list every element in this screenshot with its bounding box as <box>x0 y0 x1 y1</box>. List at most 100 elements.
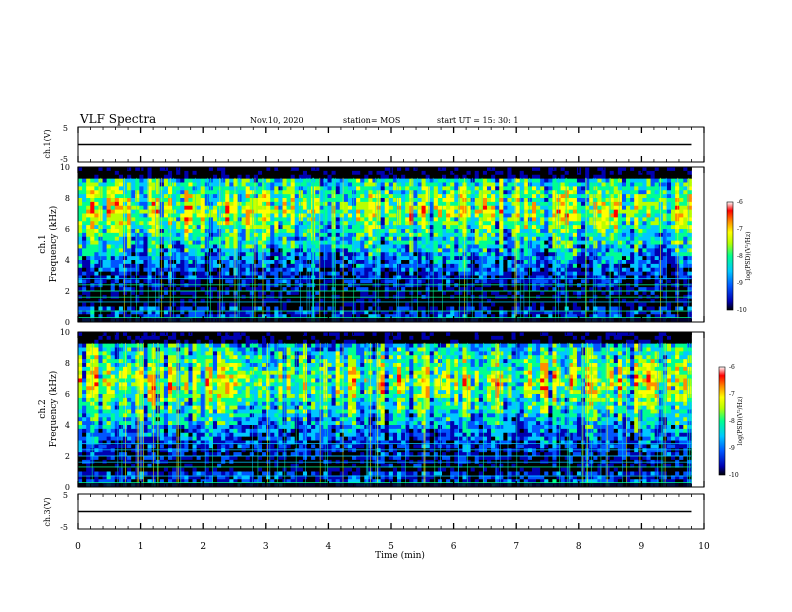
spectrogram-cell <box>90 248 95 253</box>
spectrogram-cell <box>315 263 320 269</box>
spectrogram-cell <box>253 170 259 176</box>
spectrogram-cell <box>433 174 439 180</box>
spectrogram-cell <box>401 194 406 199</box>
spectrogram-cell <box>221 306 226 311</box>
spectrogram-cell <box>548 167 553 172</box>
spectrogram-cell <box>172 236 177 242</box>
spectrogram-cell <box>221 260 226 265</box>
spectrogram-cell <box>278 306 283 311</box>
spectrogram-cell <box>217 225 222 230</box>
spectrogram-cell <box>446 190 451 195</box>
spectrogram-cell <box>519 314 525 319</box>
spectrogram-cell <box>143 298 148 304</box>
spectrogram-cell <box>519 302 525 307</box>
spectrogram-cell <box>225 310 230 315</box>
spectrogram-cell <box>548 194 553 199</box>
spectrogram-cell <box>122 275 128 280</box>
spectrogram-cell <box>127 248 132 253</box>
spectrogram-cell <box>221 291 226 296</box>
spectrogram-cell <box>417 260 422 265</box>
spectrogram-cell <box>339 213 345 218</box>
spectrogram-cell <box>544 283 549 288</box>
spectrogram-cell <box>90 310 95 315</box>
spectrogram-cell <box>356 186 361 191</box>
spectrogram-cell <box>118 244 124 249</box>
spectrogram-cell <box>372 178 377 183</box>
spectrogram-cell <box>135 190 140 195</box>
spectrogram-cell <box>462 170 467 176</box>
spectrogram-cell <box>184 174 189 180</box>
spectrogram-cell <box>200 232 206 238</box>
spectrogram-cell <box>433 221 439 226</box>
spectrogram-cell <box>442 217 447 222</box>
spectrogram-cell <box>433 298 439 304</box>
spectrogram-cell <box>262 248 267 253</box>
spectrogram-cell <box>466 267 472 273</box>
spectrogram-cell <box>433 205 439 211</box>
spectrogram-cell <box>356 217 361 222</box>
spectrogram-cell <box>212 232 218 238</box>
spectrogram-cell <box>331 167 337 172</box>
spectrogram-cell <box>266 314 271 319</box>
spectrogram-cell <box>163 314 169 319</box>
spectrogram-cell <box>486 198 492 203</box>
spectrogram-cell <box>335 174 341 180</box>
spectrogram-cell <box>151 229 157 234</box>
spectrogram-cell <box>380 182 386 187</box>
spectrogram-cell <box>433 209 439 214</box>
spectrogram-cell <box>401 178 406 183</box>
spectrogram-cell <box>429 256 435 261</box>
spectrogram-cell <box>237 178 242 183</box>
spectrogram-cell <box>208 209 214 214</box>
spectrogram-cell <box>208 167 214 172</box>
spectrogram-cell <box>135 236 140 242</box>
spectrogram-cell <box>442 291 447 296</box>
spectrogram-cell <box>90 256 95 261</box>
spectrogram-cell <box>225 229 230 234</box>
spectrogram-cell <box>409 291 414 296</box>
spectrogram-cell <box>286 232 292 238</box>
spectrogram-cell <box>200 248 206 253</box>
spectrogram-cell <box>139 205 144 211</box>
spectrogram-cell <box>466 302 472 307</box>
spectrogram-cell <box>384 244 390 249</box>
spectrogram-cell <box>262 229 267 234</box>
spectrogram-cell <box>110 287 116 292</box>
spectrogram-cell <box>515 232 521 238</box>
spectrogram-cell <box>151 213 157 218</box>
spectrogram-cell <box>388 310 394 315</box>
spectrogram-cell <box>552 275 557 280</box>
spectrogram-cell <box>482 263 488 269</box>
spectrogram-cell <box>536 182 541 187</box>
spectrogram-cell <box>298 263 304 269</box>
spectrogram-cell <box>257 279 263 284</box>
spectrogram-cell <box>352 244 357 249</box>
spectrogram-cell <box>188 252 193 257</box>
spectrogram-cell <box>143 229 148 234</box>
spectrogram-cell <box>114 267 120 273</box>
spectrogram-cell <box>135 229 140 234</box>
spectrogram-cell <box>503 186 508 191</box>
spectrogram-cell <box>417 209 422 214</box>
spectrogram-cell <box>180 198 185 203</box>
spectrogram-cell <box>217 170 222 176</box>
spectrogram-cell <box>568 198 574 203</box>
spectrogram-cell <box>507 240 512 245</box>
spectrogram-cell <box>278 252 283 257</box>
spectrogram-cell <box>86 248 91 253</box>
spectrogram-cell <box>249 209 255 214</box>
spectrogram-cell <box>409 182 414 187</box>
spectrogram-cell <box>572 217 578 222</box>
spectrogram-cell <box>139 236 144 242</box>
spectrogram-cell <box>352 178 357 183</box>
spectrogram-cell <box>429 287 435 292</box>
spectrogram-cell <box>380 279 386 284</box>
spectrogram-cell <box>405 236 410 242</box>
spectrogram-cell <box>176 170 181 176</box>
spectrogram-cell <box>262 291 267 296</box>
spectrogram-cell <box>548 248 553 253</box>
spectrogram-cell <box>380 244 386 249</box>
spectrogram-cell <box>155 271 161 276</box>
spectrogram-cell <box>380 198 386 203</box>
spectrogram-cell <box>495 275 500 280</box>
